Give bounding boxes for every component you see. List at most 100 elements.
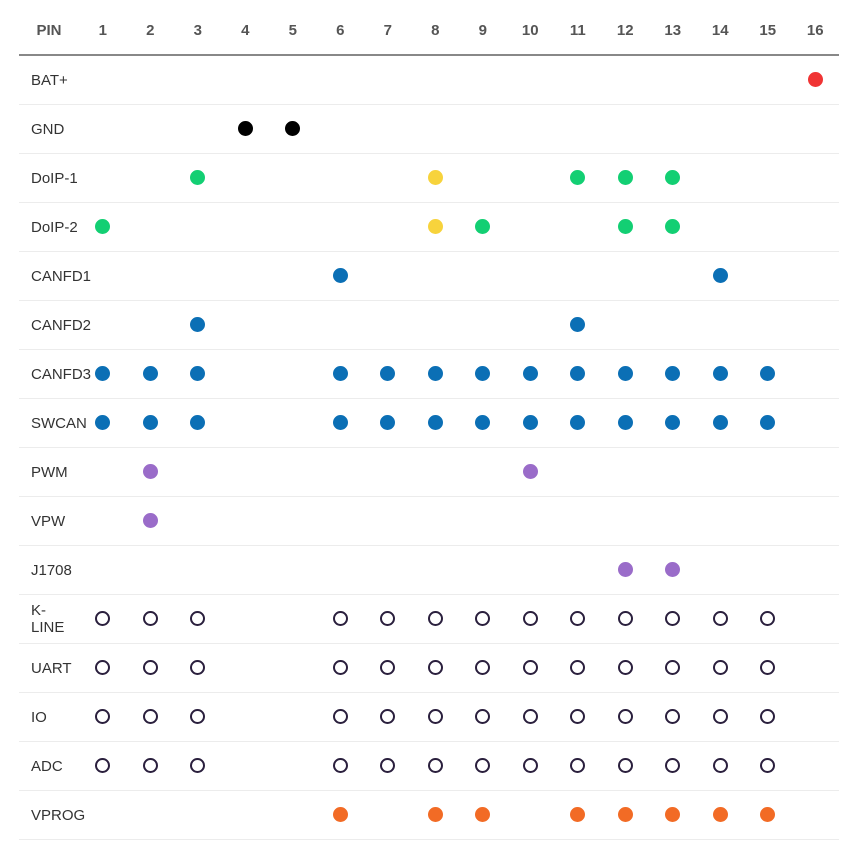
pin-header-5: 5 xyxy=(269,6,317,56)
pin-cell xyxy=(364,202,412,252)
pin-matrix-table: PIN 1 2 3 4 5 6 7 8 9 10 11 12 13 14 15 16 BAT+ GND DoIP-… xyxy=(19,6,839,840)
orange-dot-icon xyxy=(427,807,443,823)
blue-dot-icon xyxy=(332,268,348,284)
pin-cell xyxy=(459,447,507,497)
pin-cell xyxy=(316,300,364,350)
pin-header-12: 12 xyxy=(601,6,649,56)
ring-marker-icon xyxy=(712,758,728,774)
pin-cell xyxy=(649,300,697,350)
ring-marker-icon xyxy=(332,758,348,774)
pin-cell xyxy=(316,202,364,252)
blue-dot-icon xyxy=(95,415,111,431)
pin-cell xyxy=(649,398,697,448)
ring-marker-icon xyxy=(142,709,158,725)
blue-dot-icon xyxy=(570,366,586,382)
pin-cell xyxy=(316,790,364,840)
pin-cell xyxy=(316,55,364,105)
ring-marker-icon xyxy=(522,758,538,774)
pin-header-3: 3 xyxy=(174,6,222,56)
pin-cell xyxy=(554,153,602,203)
pin-cell xyxy=(506,300,554,350)
pin-cell xyxy=(269,104,317,154)
pin-cell xyxy=(459,55,507,105)
pin-cell xyxy=(411,790,459,840)
pin-header-13: 13 xyxy=(649,6,697,56)
pin-cell xyxy=(744,447,792,497)
pin-cell xyxy=(411,594,459,644)
pin-cell xyxy=(364,692,412,742)
pin-cell xyxy=(174,741,222,791)
pin-header-1: 1 xyxy=(79,6,127,56)
pin-cell xyxy=(411,251,459,301)
pin-cell xyxy=(554,643,602,693)
pin-header-6: 6 xyxy=(316,6,364,56)
blue-dot-icon xyxy=(427,415,443,431)
pin-header-8: 8 xyxy=(411,6,459,56)
pin-cell xyxy=(221,55,269,105)
pin-cell xyxy=(601,496,649,546)
pin-cell xyxy=(601,594,649,644)
pin-header-7: 7 xyxy=(364,6,412,56)
pin-cell xyxy=(221,447,269,497)
pin-cell xyxy=(744,104,792,154)
pin-cell xyxy=(126,447,174,497)
pin-cell xyxy=(459,398,507,448)
pin-cell xyxy=(269,643,317,693)
blue-dot-icon xyxy=(142,415,158,431)
pin-cell xyxy=(696,594,744,644)
pin-cell xyxy=(696,251,744,301)
pin-cell xyxy=(411,545,459,595)
pin-cell xyxy=(554,300,602,350)
table-row: J1708 xyxy=(19,545,839,595)
pin-cell xyxy=(554,104,602,154)
ring-marker-icon xyxy=(142,660,158,676)
pin-cell xyxy=(316,741,364,791)
pin-cell xyxy=(79,692,127,742)
pin-cell xyxy=(364,153,412,203)
row-label: UART xyxy=(19,643,79,693)
pin-cell xyxy=(744,153,792,203)
pin-cell xyxy=(316,496,364,546)
table-row: GND xyxy=(19,104,839,154)
black-dot-icon xyxy=(285,121,301,137)
pin-cell xyxy=(459,300,507,350)
blue-dot-icon xyxy=(427,366,443,382)
pin-cell xyxy=(79,202,127,252)
pin-cell xyxy=(79,594,127,644)
pin-cell xyxy=(316,643,364,693)
pin-cell xyxy=(459,153,507,203)
blue-dot-icon xyxy=(475,366,491,382)
red-dot-icon xyxy=(807,72,823,88)
pin-cell xyxy=(411,643,459,693)
pin-cell xyxy=(791,692,839,742)
pin-header-label: PIN xyxy=(19,6,79,56)
ring-marker-icon xyxy=(760,660,776,676)
ring-marker-icon xyxy=(760,709,776,725)
pin-cell xyxy=(744,790,792,840)
ring-marker-icon xyxy=(522,611,538,627)
row-label: PWM xyxy=(19,447,79,497)
pin-cell xyxy=(269,741,317,791)
table-row: DoIP-1 xyxy=(19,153,839,203)
orange-dot-icon xyxy=(332,807,348,823)
pin-cell xyxy=(601,55,649,105)
blue-dot-icon xyxy=(332,415,348,431)
pin-cell xyxy=(506,104,554,154)
pin-header-15: 15 xyxy=(744,6,792,56)
table-row: DoIP-2 xyxy=(19,202,839,252)
pin-cell xyxy=(411,447,459,497)
ring-marker-icon xyxy=(475,611,491,627)
ring-marker-icon xyxy=(142,611,158,627)
pin-cell xyxy=(554,496,602,546)
pin-cell xyxy=(269,594,317,644)
pin-cell xyxy=(649,104,697,154)
pin-cell xyxy=(554,692,602,742)
pin-cell xyxy=(554,202,602,252)
pin-cell xyxy=(79,741,127,791)
pin-cell xyxy=(411,692,459,742)
pin-cell xyxy=(364,55,412,105)
ring-marker-icon xyxy=(475,660,491,676)
pin-cell xyxy=(269,55,317,105)
table-row: K-LINE xyxy=(19,594,839,644)
row-label: VPW xyxy=(19,496,79,546)
